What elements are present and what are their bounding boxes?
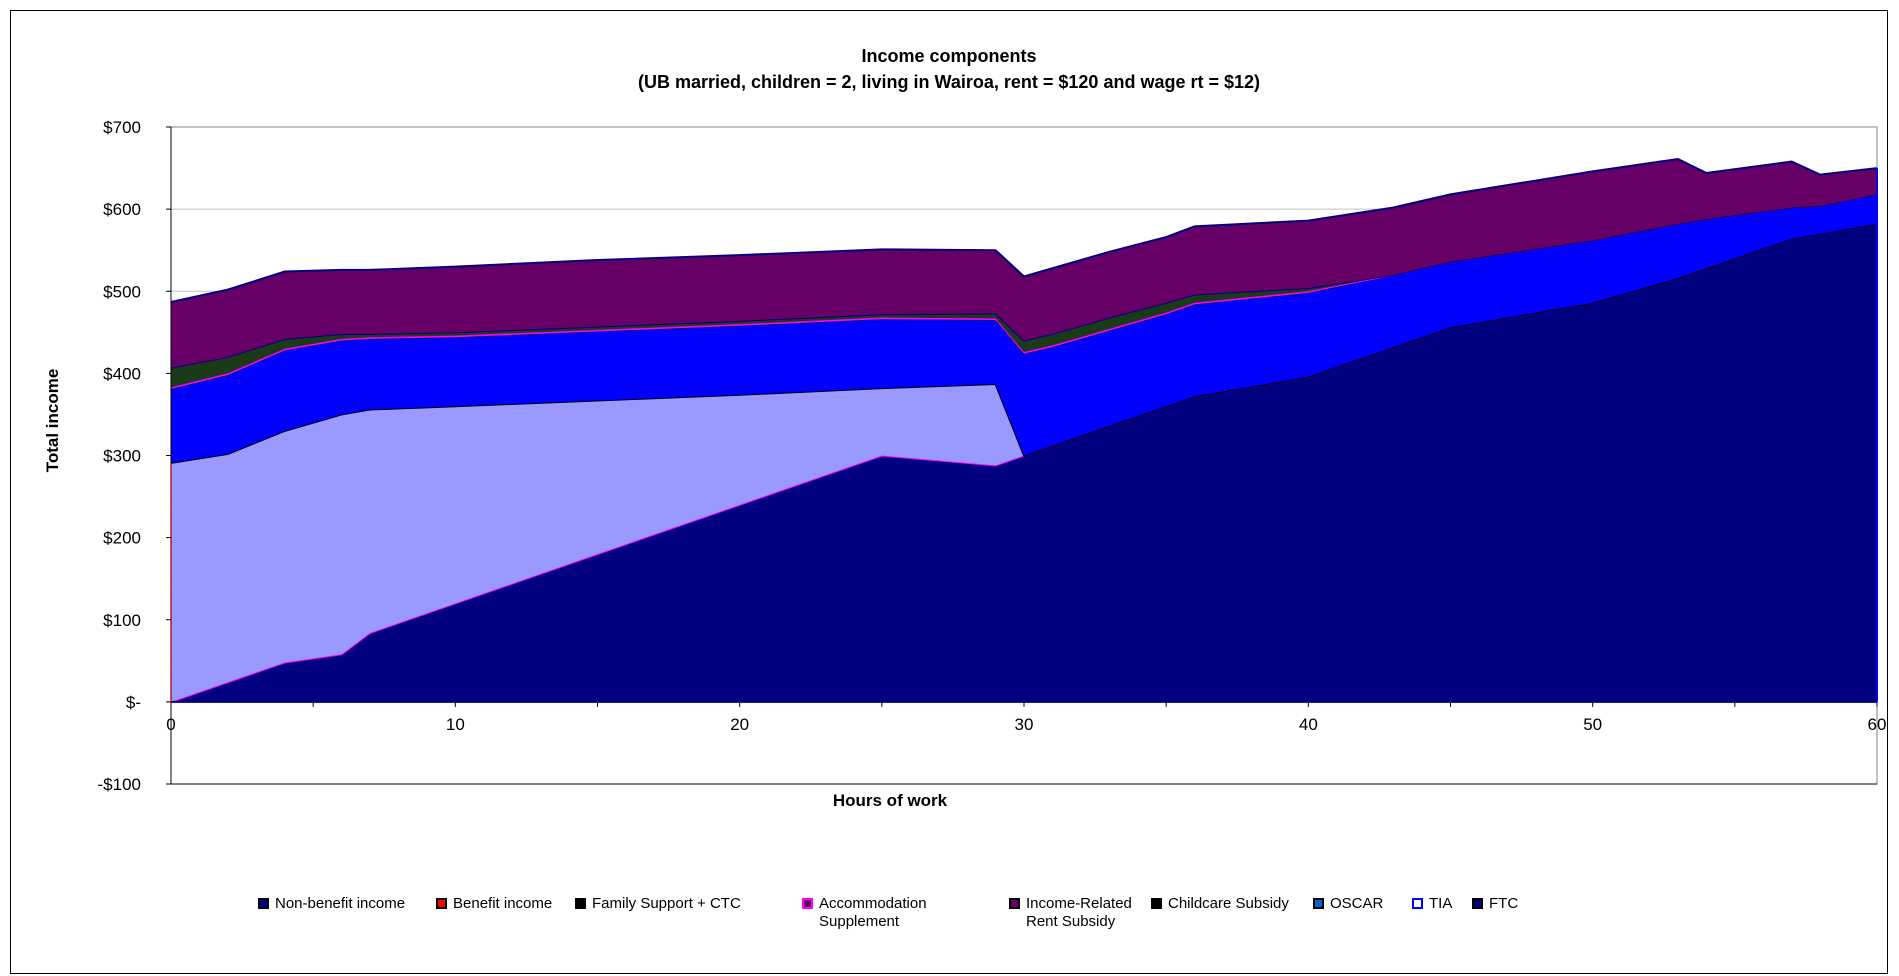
legend-item: OSCAR: [1313, 895, 1383, 913]
legend-label: TIA: [1429, 895, 1453, 912]
legend-item: Family Support + CTC: [575, 895, 741, 913]
legend-swatch: [1412, 898, 1423, 909]
y-tick-label: $500: [103, 282, 141, 301]
y-tick-label: $-: [126, 693, 141, 712]
legend-label: Income-Related Rent Subsidy: [1026, 895, 1132, 930]
area-income-related-rent-subsidy: [171, 194, 1877, 388]
legend-label: Benefit income: [453, 895, 553, 912]
y-tick-label: $600: [103, 200, 141, 219]
x-axis-title: Hours of work: [833, 791, 948, 810]
y-tick-label: $100: [103, 611, 141, 630]
legend-item: Childcare Subsidy: [1151, 895, 1289, 913]
legend-label: Childcare Subsidy: [1168, 895, 1289, 912]
legend-item: Non-benefit income: [258, 895, 405, 913]
x-tick-label: 0: [166, 715, 175, 734]
legend-swatch: [436, 898, 447, 909]
chart-title: Income components (UB married, children …: [11, 43, 1887, 95]
area-non-benefit-income: [171, 223, 1877, 702]
y-tick-label: $300: [103, 447, 141, 466]
chart-title-line: Income components: [861, 46, 1037, 66]
x-tick-labels: 0 10 20 30 40 50 60: [166, 701, 1887, 734]
legend-label: FTC: [1489, 895, 1519, 912]
x-tick-label: 60: [1868, 715, 1887, 734]
area-family-support-ctc: [171, 194, 1877, 463]
area-benefit-income: [171, 223, 1877, 702]
area-childcare-subsidy: [171, 159, 1877, 368]
y-tick-label: $200: [103, 529, 141, 548]
legend-item: Benefit income: [436, 895, 552, 913]
legend-swatch: [258, 898, 269, 909]
legend-swatch: [1009, 898, 1020, 909]
stacked-areas: [170, 157, 1878, 703]
legend-swatch: [1151, 898, 1162, 909]
legend-label: Non-benefit income: [275, 895, 406, 912]
y-tick-label: $400: [103, 364, 141, 383]
x-tick-label: 30: [1015, 715, 1034, 734]
x-tick-label: 10: [446, 715, 465, 734]
legend-label: OSCAR: [1330, 895, 1384, 912]
legend-swatch: [1313, 898, 1324, 909]
y-axis-title: Total income: [43, 369, 62, 473]
legend: Non-benefit income Benefit income Family S…: [0, 895, 1899, 935]
legend-item: Income-Related Rent Subsidy: [1009, 895, 1166, 931]
x-tick-label: 20: [730, 715, 749, 734]
y-tick-label: $700: [103, 118, 141, 137]
legend-item: FTC: [1472, 895, 1518, 913]
legend-label: Accommodation Supplement: [819, 895, 927, 930]
legend-swatch: [575, 898, 586, 909]
x-tick-label: 50: [1583, 715, 1602, 734]
legend-swatch: [802, 898, 813, 909]
chart-subtitle-line: (UB married, children = 2, living in Wai…: [637, 72, 1261, 92]
x-tick-label: 40: [1299, 715, 1318, 734]
series-edge-childcare-subsidy: [170, 157, 1878, 303]
y-tick-label: -$100: [98, 775, 141, 794]
legend-item: Accommodation Supplement: [802, 895, 959, 931]
y-tick-labels: $700 $600 $500 $400 $300 $200 $100 $- -$100: [98, 118, 171, 794]
legend-swatch: [1472, 898, 1483, 909]
legend-label: Family Support + CTC: [592, 895, 741, 912]
legend-item: TIA: [1412, 895, 1452, 913]
